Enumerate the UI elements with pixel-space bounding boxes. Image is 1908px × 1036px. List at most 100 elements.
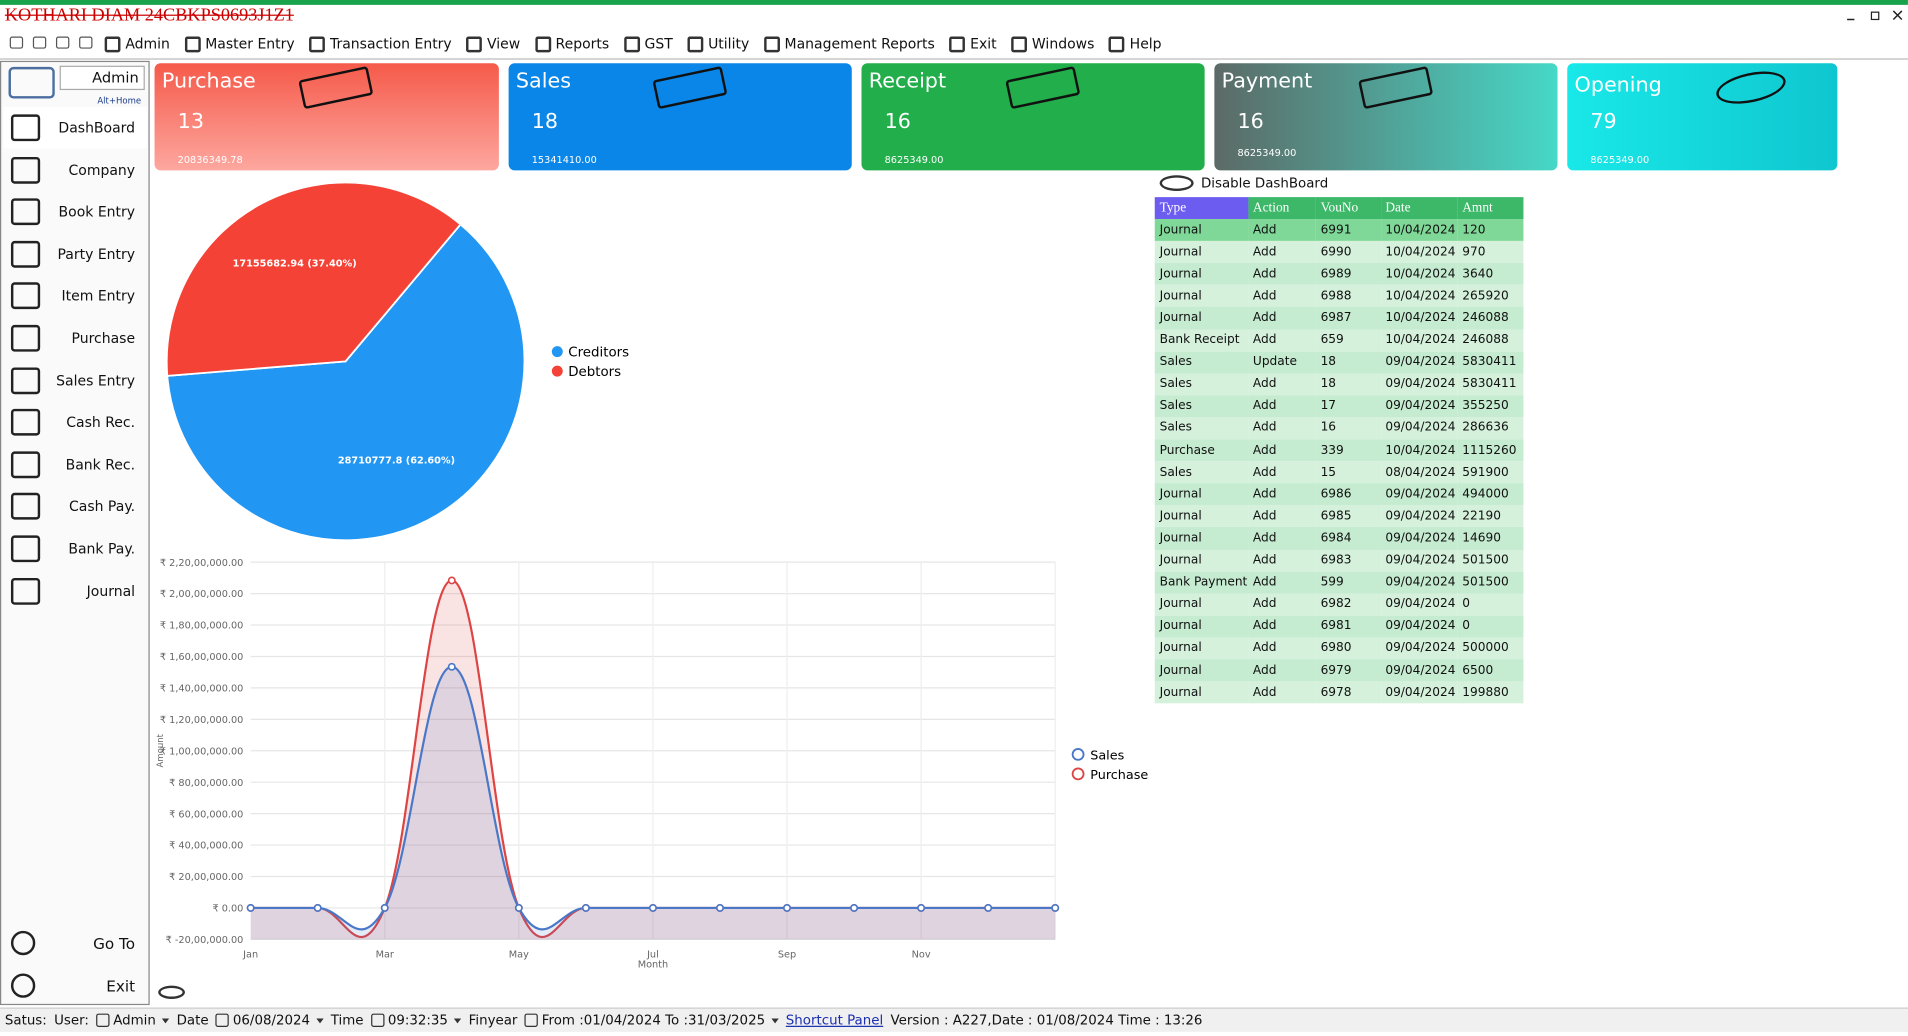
sidebar-item[interactable]: Sales Entry xyxy=(4,360,148,401)
menu-bar: Admin Master Entry Transaction Entry View Re… xyxy=(105,34,1162,53)
table-row[interactable]: JournalAdd698309/04/2024501500 xyxy=(1155,549,1524,571)
sidebar-item[interactable]: Purchase xyxy=(4,318,148,359)
sidebar-icon xyxy=(11,577,40,604)
legend-label: Sales xyxy=(1090,748,1124,763)
table-row[interactable]: JournalAdd698109/04/20240 xyxy=(1155,615,1524,637)
sidebar-icon xyxy=(11,199,40,226)
toolbar-icon[interactable] xyxy=(10,37,23,49)
menu-icon xyxy=(105,36,121,52)
table-cell: 09/04/2024 xyxy=(1380,659,1457,681)
data-point xyxy=(985,905,991,911)
table-row[interactable]: JournalAdd698209/04/20240 xyxy=(1155,593,1524,615)
shortcut-link[interactable]: Shortcut Panel xyxy=(786,1012,883,1028)
refresh-icon[interactable] xyxy=(158,986,185,999)
table-row[interactable]: JournalAdd698810/04/2024265920 xyxy=(1155,285,1524,307)
y-tick-label: ₹ 2,00,00,000.00 xyxy=(160,589,243,600)
table-row[interactable]: JournalAdd698910/04/20243640 xyxy=(1155,263,1524,285)
sidebar-item[interactable]: Journal xyxy=(4,570,148,611)
card-icon xyxy=(1358,66,1433,109)
table-row[interactable]: SalesUpdate1809/04/20245830411 xyxy=(1155,351,1524,373)
table-row[interactable]: SalesAdd1508/04/2024591900 xyxy=(1155,461,1524,483)
table-row[interactable]: JournalAdd698409/04/202414690 xyxy=(1155,527,1524,549)
data-point xyxy=(650,905,656,911)
dashboard-toggle[interactable]: Disable DashBoard xyxy=(1160,175,1329,191)
sidebar-icon xyxy=(11,156,40,183)
summary-card[interactable]: Purchase1320836349.78 xyxy=(155,63,499,170)
summary-card[interactable]: Sales1815341410.00 xyxy=(509,63,852,170)
table-cell: 0 xyxy=(1457,593,1523,615)
sidebar-item[interactable]: Bank Pay. xyxy=(4,528,148,569)
sidebar-footer-item[interactable]: Exit xyxy=(4,965,148,1006)
sidebar-user[interactable]: Admin xyxy=(60,66,145,90)
table-cell: Sales xyxy=(1155,461,1248,483)
table-cell: 6991 xyxy=(1316,219,1381,241)
menu-item[interactable]: Utility xyxy=(687,34,749,53)
table-cell: Add xyxy=(1248,527,1316,549)
table-cell: 09/04/2024 xyxy=(1380,351,1457,373)
table-row[interactable]: JournalAdd699110/04/2024120 xyxy=(1155,219,1524,241)
table-row[interactable]: JournalAdd699010/04/2024970 xyxy=(1155,241,1524,263)
sidebar-item[interactable]: Book Entry xyxy=(4,191,148,232)
menu-item[interactable]: Management Reports xyxy=(764,34,935,53)
sidebar: AdminAlt+HomeDashBoardCompanyBook EntryP… xyxy=(0,61,150,1005)
sidebar-item[interactable]: Cash Pay. xyxy=(4,486,148,527)
card-amount: 8625349.00 xyxy=(1237,147,1296,158)
table-row[interactable]: JournalAdd698509/04/202422190 xyxy=(1155,505,1524,527)
table-cell: Sales xyxy=(1155,417,1248,439)
status-finyear[interactable]: From :01/04/2024 To :31/03/2025 xyxy=(525,1012,779,1028)
sidebar-footer-item[interactable]: Go To xyxy=(4,922,148,963)
summary-card[interactable]: Opening798625349.00 xyxy=(1567,63,1837,170)
menu-item[interactable]: Exit xyxy=(949,34,996,53)
table-row[interactable]: SalesAdd1709/04/2024355250 xyxy=(1155,395,1524,417)
x-tick-label: May xyxy=(509,950,529,961)
menu-item[interactable]: Reports xyxy=(535,34,609,53)
sidebar-item[interactable]: Bank Rec. xyxy=(4,444,148,485)
table-cell: Add xyxy=(1248,307,1316,329)
table-cell: Add xyxy=(1248,571,1316,593)
table-row[interactable]: Bank PaymentAdd59909/04/2024501500 xyxy=(1155,571,1524,593)
status-date[interactable]: 06/08/2024 xyxy=(216,1012,324,1028)
table-row[interactable]: PurchaseAdd33910/04/20241115260 xyxy=(1155,439,1524,461)
sidebar-item[interactable]: Company xyxy=(4,149,148,190)
table-row[interactable]: JournalAdd698009/04/2024500000 xyxy=(1155,637,1524,659)
dropdown-caret xyxy=(162,1018,169,1023)
table-cell: 6500 xyxy=(1457,659,1523,681)
table-cell: Journal xyxy=(1155,527,1248,549)
sidebar-item[interactable]: Cash Rec. xyxy=(4,402,148,443)
summary-card[interactable]: Receipt168625349.00 xyxy=(861,63,1204,170)
card-title: Opening xyxy=(1575,73,1662,97)
status-time[interactable]: 09:32:35 xyxy=(371,1012,462,1028)
status-user[interactable]: Admin xyxy=(96,1012,169,1028)
sidebar-item[interactable]: Item Entry xyxy=(4,275,148,316)
sidebar-item[interactable]: DashBoard xyxy=(4,107,148,148)
toolbar-icon[interactable] xyxy=(56,37,69,49)
menu-item[interactable]: Windows xyxy=(1011,34,1094,53)
menu-item[interactable]: Help xyxy=(1109,34,1162,53)
card-amount: 15341410.00 xyxy=(532,155,597,166)
table-row[interactable]: SalesAdd1809/04/20245830411 xyxy=(1155,373,1524,395)
toolbar-icon[interactable] xyxy=(79,37,92,49)
table-row[interactable]: JournalAdd698710/04/2024246088 xyxy=(1155,307,1524,329)
menu-item[interactable]: View xyxy=(466,34,520,53)
toolbar-icon[interactable] xyxy=(33,37,46,49)
table-cell: 09/04/2024 xyxy=(1380,615,1457,637)
menu-item[interactable]: Admin xyxy=(105,34,170,53)
table-row[interactable]: SalesAdd1609/04/2024286636 xyxy=(1155,417,1524,439)
table-cell: 1115260 xyxy=(1457,439,1523,461)
table-row[interactable]: Bank ReceiptAdd65910/04/2024246088 xyxy=(1155,329,1524,351)
sidebar-icon xyxy=(11,325,40,352)
window-controls[interactable] xyxy=(1840,7,1908,26)
menu-item[interactable]: Master Entry xyxy=(185,34,295,53)
status-icon xyxy=(371,1014,384,1027)
menu-item[interactable]: Transaction Entry xyxy=(309,34,451,53)
table-cell: 246088 xyxy=(1457,307,1523,329)
table-row[interactable]: JournalAdd698609/04/2024494000 xyxy=(1155,483,1524,505)
menu-label: Reports xyxy=(556,35,610,52)
table-cell: Add xyxy=(1248,461,1316,483)
table-cell: 501500 xyxy=(1457,549,1523,571)
summary-card[interactable]: Payment168625349.00 xyxy=(1214,63,1557,170)
table-row[interactable]: JournalAdd697909/04/20246500 xyxy=(1155,659,1524,681)
sidebar-item[interactable]: Party Entry xyxy=(4,233,148,274)
table-row[interactable]: JournalAdd697809/04/2024199880 xyxy=(1155,681,1524,703)
menu-item[interactable]: GST xyxy=(624,34,673,53)
